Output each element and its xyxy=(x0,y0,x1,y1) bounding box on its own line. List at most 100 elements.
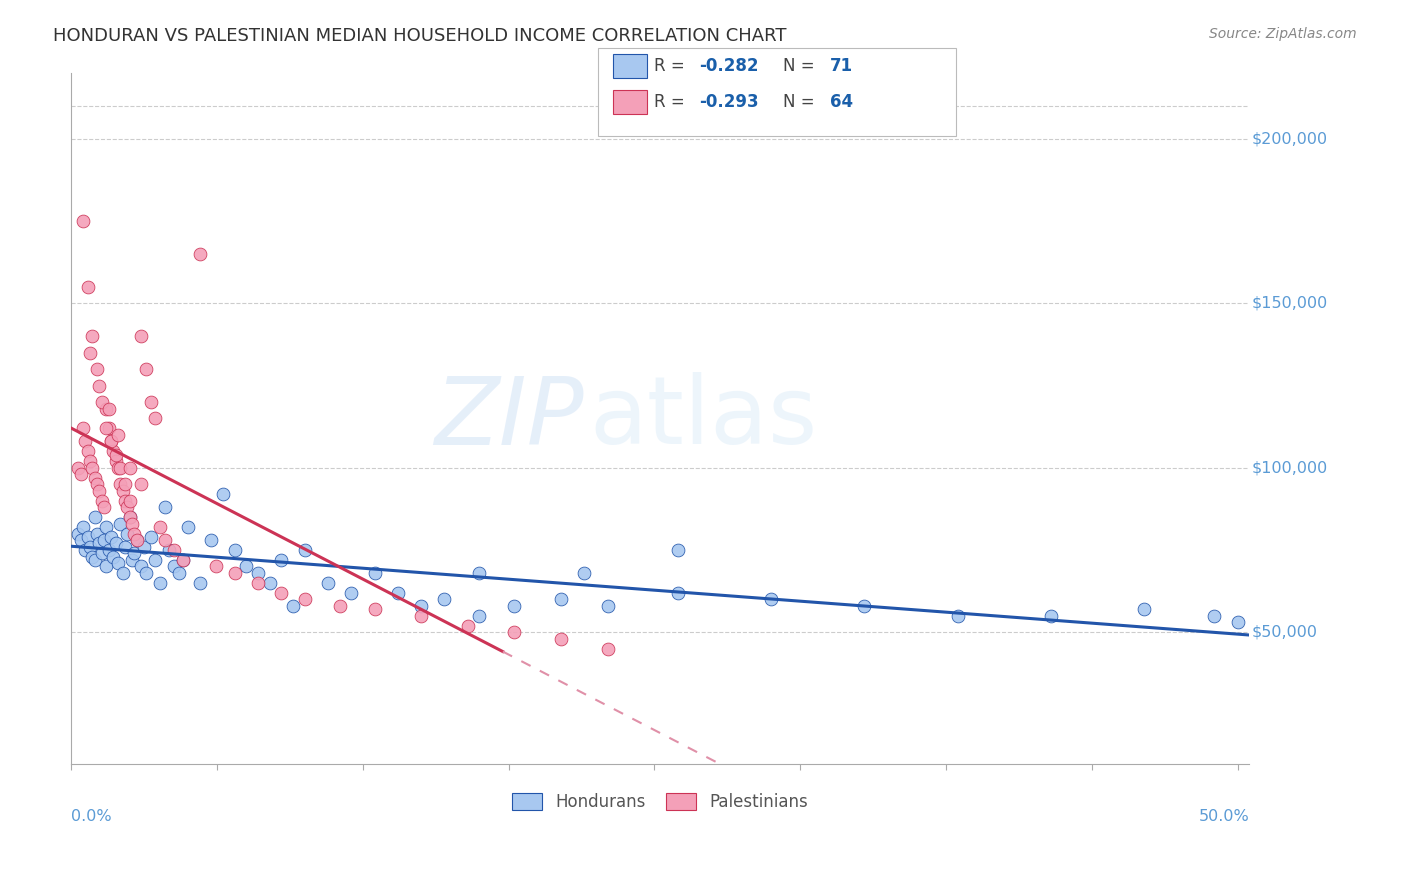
Point xyxy=(79,454,101,468)
Point xyxy=(79,345,101,359)
Point xyxy=(153,533,176,548)
Point xyxy=(93,533,115,548)
Point xyxy=(118,510,141,524)
Point xyxy=(82,329,104,343)
Point xyxy=(270,586,292,600)
Point xyxy=(328,599,350,613)
Point xyxy=(1226,615,1249,630)
Point xyxy=(468,566,491,580)
Point xyxy=(433,592,456,607)
Point xyxy=(1040,608,1063,623)
Point xyxy=(67,526,90,541)
Point xyxy=(1133,602,1156,616)
Point xyxy=(104,448,127,462)
Point xyxy=(122,546,145,560)
Point xyxy=(75,434,97,449)
Point xyxy=(205,559,228,574)
Text: $100,000: $100,000 xyxy=(1251,460,1327,475)
Point xyxy=(759,592,782,607)
Point xyxy=(135,566,157,580)
Point xyxy=(83,510,105,524)
Point xyxy=(97,401,120,416)
Point xyxy=(107,556,129,570)
Point xyxy=(363,602,385,616)
Text: 50.0%: 50.0% xyxy=(1198,809,1250,823)
Point xyxy=(294,592,316,607)
Text: HONDURAN VS PALESTINIAN MEDIAN HOUSEHOLD INCOME CORRELATION CHART: HONDURAN VS PALESTINIAN MEDIAN HOUSEHOLD… xyxy=(53,27,787,45)
Point xyxy=(76,530,98,544)
Point xyxy=(83,553,105,567)
Point xyxy=(224,543,246,558)
Point xyxy=(96,559,118,574)
Point xyxy=(114,540,136,554)
Text: $50,000: $50,000 xyxy=(1251,624,1317,640)
Point xyxy=(468,608,491,623)
Point xyxy=(121,516,143,531)
Text: atlas: atlas xyxy=(589,372,818,465)
Point xyxy=(111,566,134,580)
Point xyxy=(125,533,148,548)
Point xyxy=(114,493,136,508)
Point xyxy=(72,214,94,228)
Point xyxy=(89,536,111,550)
Point xyxy=(246,566,269,580)
Point xyxy=(121,553,143,567)
Point xyxy=(1204,608,1226,623)
Point xyxy=(281,599,304,613)
Text: -0.293: -0.293 xyxy=(699,93,758,111)
Point xyxy=(363,566,385,580)
Point xyxy=(93,500,115,515)
Point xyxy=(135,362,157,376)
Point xyxy=(270,553,292,567)
Point xyxy=(118,493,141,508)
Text: R =: R = xyxy=(654,93,690,111)
Point xyxy=(259,575,281,590)
Legend: Hondurans, Palestinians: Hondurans, Palestinians xyxy=(506,786,815,818)
Point xyxy=(596,641,619,656)
Point xyxy=(153,500,176,515)
Point xyxy=(110,460,132,475)
Point xyxy=(90,546,112,560)
Point xyxy=(188,247,211,261)
Point xyxy=(75,543,97,558)
Point xyxy=(411,608,433,623)
Point xyxy=(89,378,111,392)
Point xyxy=(853,599,876,613)
Point xyxy=(90,395,112,409)
Point xyxy=(114,477,136,491)
Point xyxy=(67,460,90,475)
Point xyxy=(172,553,194,567)
Text: R =: R = xyxy=(654,57,690,75)
Point xyxy=(115,500,138,515)
Point xyxy=(104,536,127,550)
Point xyxy=(177,520,200,534)
Point xyxy=(596,599,619,613)
Point xyxy=(132,540,155,554)
Point xyxy=(387,586,409,600)
Point xyxy=(946,608,969,623)
Point xyxy=(111,483,134,498)
Point xyxy=(79,540,101,554)
Point xyxy=(149,520,172,534)
Point xyxy=(90,493,112,508)
Point xyxy=(86,362,108,376)
Point xyxy=(76,444,98,458)
Point xyxy=(72,520,94,534)
Text: N =: N = xyxy=(783,93,820,111)
Point xyxy=(129,329,152,343)
Point xyxy=(235,559,257,574)
Point xyxy=(457,618,479,632)
Point xyxy=(69,467,91,482)
Point xyxy=(96,520,118,534)
Point xyxy=(100,530,122,544)
Point xyxy=(107,428,129,442)
Point xyxy=(100,434,122,449)
Point xyxy=(246,575,269,590)
Text: 0.0%: 0.0% xyxy=(72,809,112,823)
Point xyxy=(82,549,104,564)
Point xyxy=(294,543,316,558)
Text: 64: 64 xyxy=(830,93,852,111)
Point xyxy=(72,421,94,435)
Point xyxy=(550,632,572,646)
Point xyxy=(118,460,141,475)
